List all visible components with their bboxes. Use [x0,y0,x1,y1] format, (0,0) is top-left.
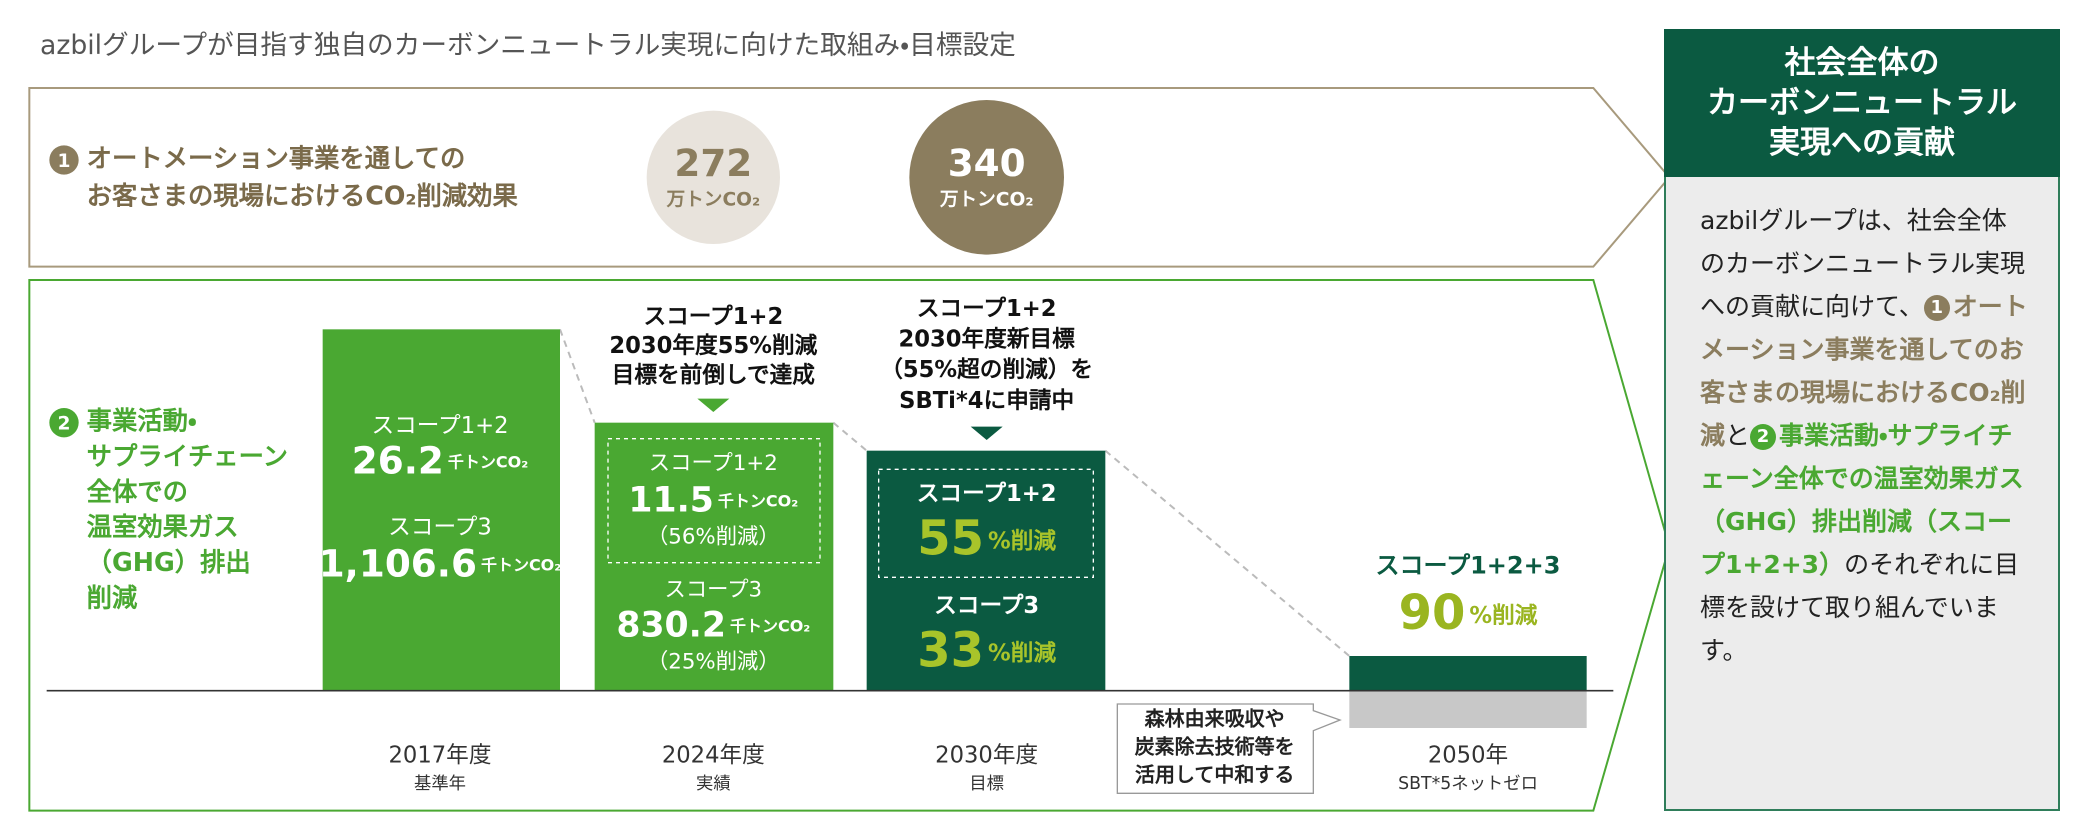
value-with-unit: 33 %削減 [917,622,1056,678]
panel-body: azbilグループは、社会全体のカーボンニュートラル実現への貢献に向けて、 1 オー… [1664,177,2060,811]
section-label: オートメーション事業を通しての [87,143,466,173]
offset-note: 活用して中和する [1135,763,1294,787]
unit: %削減 [988,640,1056,666]
unit: %削減 [988,528,1056,554]
section-label: 削減 [87,582,138,612]
period-note: 目標 [969,774,1004,794]
dashed-box [878,468,1094,578]
result-unit: 万トンCO₂ [665,190,760,211]
period: 2024年度 [662,743,765,769]
badge-circle [49,145,79,175]
callout-text: 2030年度55%削減 [609,332,817,359]
scope-label: スコープ1+2+3 [1376,552,1561,580]
value: 1,106.6 [319,541,477,585]
unit: 千トンCO₂ [481,555,561,574]
dashed-box [607,437,821,564]
result-unit: 万トンCO₂ [939,190,1034,211]
section-label: お客さまの現場におけるCO₂削減効果 [87,180,519,210]
bar-2024 [594,422,834,691]
callout-text: 目標を前倒しで達成 [612,362,816,389]
callout-text: SBTi*4に申請中 [899,387,1074,414]
trend-line [1104,449,1350,657]
result-circle [646,110,780,245]
panel-text: 事業活動・サプライチェーン全体での温室効果ガス（GHG）排出削減（スコープ1+2… [1700,421,2024,579]
section1-frame [28,87,1671,268]
scope-label: スコープ1+2 [371,413,508,439]
value-with-unit: 830.2 千トンCO₂ [616,606,810,646]
unit: 千トンCO₂ [448,452,528,471]
scope-label: スコープ1+2 [917,481,1057,507]
section-label: 温室効果ガス [87,512,239,542]
result-value: 340 [948,141,1026,185]
scope-label: スコープ3 [934,593,1039,619]
bar-2017 [322,329,560,691]
period: 2050年 [1428,743,1508,769]
section2-frame [28,279,1671,812]
panel-heading: 社会全体のカーボンニュートラル 実現への貢献 [1664,29,2060,177]
value: 55 [917,510,984,566]
badge: 2 [1750,424,1777,450]
unit: 千トンCO₂ [730,616,810,635]
value: 26.2 [352,438,444,482]
panel-text: のそれぞれに目標を設けて取り組んでいます。 [1700,550,2020,665]
badge-number: 2 [58,414,71,435]
section-label: （GHG）排出 [87,547,251,577]
panel-text: オートメーション事業を通してのお客さまの現場におけるCO₂削減 [1700,292,2028,450]
period-note: SBT*5ネットゼロ [1398,774,1538,794]
result-circle [909,100,1064,255]
offset-note: 炭素除去技術等を [1135,735,1295,759]
bar-2030 [866,450,1106,691]
panel-heading-line: 実現への貢献 [1769,125,1955,161]
value: 90 [1399,585,1466,641]
badge-circle [49,408,79,438]
title: azbilグループが目指す独自のカーボンニュートラル実現に向けた取組み・目標設定 [40,30,1016,61]
badge-number: 1 [58,151,71,172]
callout-text: （55%超の削減）を [880,356,1093,383]
pointer [970,426,1003,440]
unit: 千トンCO₂ [718,491,798,510]
scope-label: スコープ3 [665,578,763,603]
panel-text: と [1725,421,1751,450]
period: 2017年度 [389,743,492,769]
offset-callout [1116,703,1342,794]
callout-text: 2030年度新目標 [898,326,1075,353]
bar-2050 [1349,656,1587,691]
panel-heading-line: カーボンニュートラル [1707,85,2017,121]
panel-text: azbilグループは、社会全体のカーボンニュートラル実現への貢献に向けて、 [1700,206,2026,321]
section-label: サプライチェーン [87,441,288,471]
offset-note: 森林由来吸収や [1145,707,1285,731]
trend-line [559,328,596,424]
value: 33 [917,622,984,678]
section-label: 事業活動・ [87,406,197,436]
callout-text: スコープ1+2 [643,304,783,330]
value-with-unit: 90 %削減 [1399,585,1538,641]
section-label: 全体での [87,476,188,506]
badge: 1 [1923,295,1950,321]
scope-label: スコープ3 [388,515,492,541]
value: 11.5 [628,480,714,520]
panel-heading-line: 社会全体の [1784,45,1940,81]
trend-line [832,421,868,452]
result-value: 272 [674,141,752,185]
period: 2030年度 [935,743,1038,769]
reduction: （56%削減） [647,524,780,549]
period-note: 実績 [696,774,731,794]
scope-label: スコープ1+2 [649,451,778,476]
value-with-unit: 26.2 千トンCO₂ [352,438,528,482]
pointer [697,398,730,412]
unit: %削減 [1469,603,1537,629]
offset-bar [1349,690,1587,728]
callout-text: スコープ1+2 [917,296,1057,322]
value-with-unit: 55 %削減 [917,510,1056,566]
reduction: （25%削減） [647,650,780,675]
period-note: 基準年 [414,774,466,794]
value-with-unit: 11.5 千トンCO₂ [628,480,798,520]
value-with-unit: 1,106.6 千トンCO₂ [319,541,562,585]
value: 830.2 [616,606,726,646]
